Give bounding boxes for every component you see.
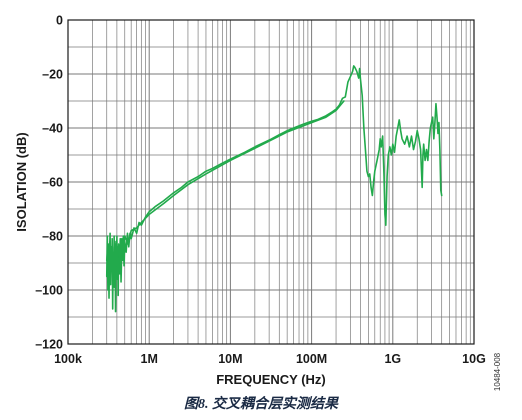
isolation-chart: 100k 1M 10M 100M 1G 10G 0 –20 –40 –60 –80 –100 –120… <box>14 14 502 392</box>
x-tick-label: 100k <box>54 352 82 366</box>
y-tick-label: 0 <box>56 14 63 28</box>
plot-frame <box>67 19 475 345</box>
figure-caption: 图8. 交叉耦合层实测结果 <box>184 397 338 412</box>
isolation-series-line-2 <box>105 100 345 289</box>
x-axis-title: FREQUENCY (Hz) <box>216 372 326 387</box>
x-tick-label: 1M <box>141 352 158 366</box>
figure-id-label: 10484-008 <box>493 352 502 391</box>
x-tick-label: 10M <box>218 352 242 366</box>
y-tick-label: –60 <box>42 176 63 190</box>
y-tick-labels: 0 –20 –40 –60 –80 –100 –120 <box>35 14 63 352</box>
y-axis-title: ISOLATION (dB) <box>14 132 29 231</box>
y-tick-label: –20 <box>42 68 63 82</box>
series-layer <box>105 65 443 313</box>
y-tick-label: –40 <box>42 122 63 136</box>
y-tick-label: –80 <box>42 230 63 244</box>
x-tick-label: 1G <box>384 352 401 366</box>
x-tick-labels: 100k 1M 10M 100M 1G 10G <box>54 352 486 366</box>
x-tick-label: 10G <box>462 352 486 366</box>
x-tick-label: 100M <box>296 352 327 366</box>
y-tick-label: –100 <box>35 284 63 298</box>
y-tick-label: –120 <box>35 338 63 352</box>
